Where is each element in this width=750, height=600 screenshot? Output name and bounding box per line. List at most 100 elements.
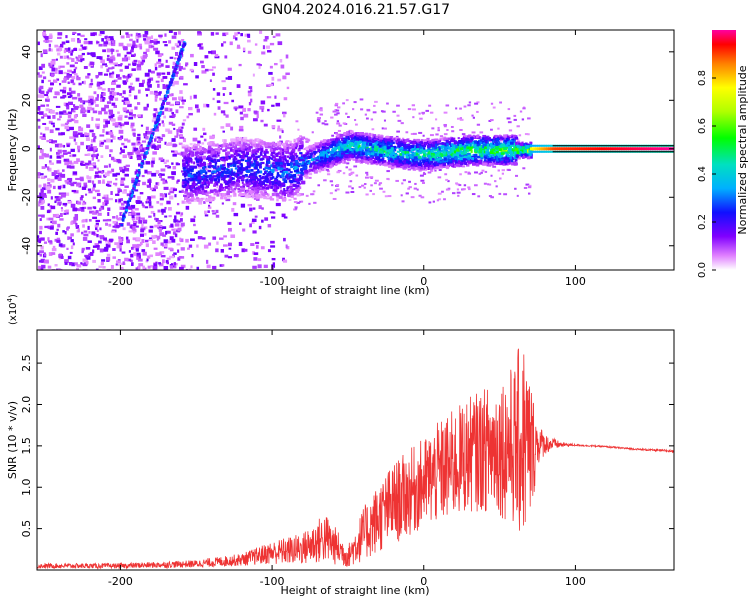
noise-mark [47,40,53,43]
noise-mark [39,94,45,98]
noise-mark [64,192,70,196]
ridge-mark [326,154,331,158]
noise-mark [152,266,158,270]
noise-mark [39,196,45,200]
noise-mark [54,238,57,242]
noise-mark [110,40,113,45]
noise-mark [116,84,121,88]
ridge-mark [243,136,248,140]
ridge-mark [489,154,493,158]
noise-mark [140,124,144,127]
noise-mark [81,247,85,251]
noise-mark [67,57,72,60]
ridge-mark [236,139,239,142]
noise-mark [168,108,173,112]
noise-mark [186,115,190,119]
noise-mark [70,148,75,152]
noise-mark [264,36,269,40]
noise-mark [128,212,134,216]
noise-mark [176,220,181,223]
noise-mark [174,71,179,75]
noise-mark [365,117,369,120]
noise-mark [185,62,189,66]
noise-mark [56,52,61,56]
noise-mark [374,100,378,103]
noise-mark [145,135,149,140]
noise-mark [412,116,415,119]
noise-mark [131,114,137,117]
noise-mark [51,172,55,176]
ridge-mark [287,172,291,175]
noise-mark [227,221,232,225]
noise-mark [381,127,384,130]
noise-mark [95,174,99,178]
noise-mark [105,131,111,135]
ridge-mark [296,169,299,173]
noise-mark [63,212,67,215]
noise-mark [131,142,136,146]
noise-mark [54,143,59,148]
noise-mark [66,142,71,146]
noise-mark [114,242,119,246]
noise-mark [81,219,85,223]
noise-mark [58,192,64,195]
noise-mark [348,185,352,188]
noise-mark [191,254,194,258]
noise-mark [142,204,146,208]
noise-mark [435,118,438,121]
noise-mark [239,111,243,115]
noise-mark [71,262,76,267]
noise-mark [96,41,100,44]
ridge-mark [216,173,221,177]
noise-mark [154,63,157,67]
noise-mark [260,191,264,196]
noise-mark [237,31,240,35]
noise-mark [151,172,157,177]
noise-mark [67,160,73,165]
ridge-mark [329,145,334,149]
noise-mark [266,84,271,87]
ridge-mark [236,177,240,181]
noise-mark [501,169,505,172]
noise-mark [181,122,185,126]
noise-mark [451,192,456,195]
noise-mark [418,112,421,115]
noise-mark [109,91,115,95]
ridge-mark [193,177,197,181]
noise-mark [416,188,419,191]
noise-mark [54,196,60,199]
noise-mark [336,184,340,187]
ridge-mark [244,192,247,196]
ridge-mark [286,159,289,164]
noise-mark [163,181,168,184]
noise-mark [62,152,68,155]
noise-mark [334,104,338,107]
noise-mark [56,228,59,231]
ridge-mark [263,150,267,154]
ridge-mark [334,160,339,165]
ridge-mark [371,145,375,149]
noise-mark [209,135,215,140]
noise-mark [48,252,53,256]
noise-mark [41,153,47,157]
noise-mark [39,136,45,139]
noise-mark [175,211,181,215]
ridge-mark [191,165,194,169]
noise-mark [40,267,44,270]
ridge-mark [394,137,399,141]
noise-mark [127,63,131,66]
ridge-mark [222,149,226,152]
noise-mark [173,32,178,36]
noise-mark [41,200,44,205]
noise-mark [64,259,69,264]
noise-mark [62,149,67,153]
ridge-mark [365,159,369,162]
noise-mark [92,153,95,157]
noise-mark [78,208,82,212]
ridge-mark [418,141,423,144]
noise-mark [49,129,54,134]
ridge-mark [239,144,243,148]
noise-mark [136,156,142,161]
ridge-mark [239,172,243,175]
noise-mark [490,174,493,177]
